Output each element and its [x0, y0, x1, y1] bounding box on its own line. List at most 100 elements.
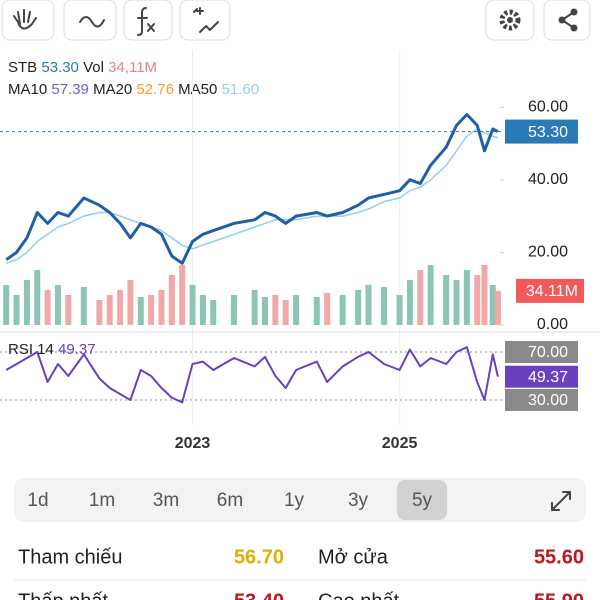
chart: 2023 2025 60.00 40.00 20.00 0.00 53.30 34.11M 70… [0, 50, 600, 452]
tab[interactable]: 1d [27, 490, 48, 511]
volume-bar [417, 270, 424, 325]
volume-bar [168, 275, 175, 325]
rsi-legend: RSI 14 49.37 [8, 341, 96, 358]
volume-bar [272, 295, 279, 325]
legend-line: STB 53.30 Vol 34,11M [8, 59, 157, 76]
price: 53.30 [41, 59, 79, 76]
rsi-tick-box [505, 388, 578, 411]
ma-name: MA50 [178, 81, 217, 98]
stats-table: Tham chiếu 56.70 Mở cửa 55.60 Thấp nhất 53.40… [14, 546, 586, 600]
rsi-tick-box [505, 340, 578, 363]
stat-value: 53.40 [234, 590, 284, 600]
last-price-box [505, 119, 578, 144]
y-tick-label: 20.00 [528, 244, 568, 261]
stat-value: 55.90 [534, 590, 584, 600]
stat-label: Tham chiếu [18, 546, 123, 568]
gear-icon [499, 9, 521, 31]
hand-icon [13, 9, 37, 30]
volume-bar [365, 285, 372, 325]
symbol: STB [8, 59, 37, 76]
fx-icon [137, 7, 155, 36]
volume-bar [381, 287, 388, 325]
last-volume-label: 34.11M [526, 283, 578, 300]
volume-bar [54, 285, 61, 325]
rsi-last-box [505, 365, 578, 388]
gear-center [507, 17, 513, 23]
volume-bar [355, 290, 362, 325]
stat-value: 55.60 [534, 546, 584, 568]
volume-bar [494, 290, 501, 325]
volume-bar [453, 280, 460, 325]
last-price-label: 53.30 [528, 124, 568, 141]
rsi-line [5, 346, 499, 404]
rsi-name: RSI 14 [8, 341, 54, 358]
volume-bar [443, 275, 450, 325]
y-tick-label: 30.00 [528, 392, 568, 409]
tab[interactable]: 5y [412, 490, 433, 511]
last-volume-box [516, 278, 584, 303]
legend-line: MA10 57.39 MA20 52.76 MA50 51.60 [8, 81, 259, 98]
volume-bar [313, 297, 320, 325]
ma-value: 52.76 [136, 81, 174, 98]
volume-bar [13, 295, 20, 325]
ai-icon [193, 7, 219, 33]
timeframe-tabs: 1d 1m 3m 6m 1y 3y 5y [14, 478, 586, 522]
y-tick-label: 60.00 [528, 98, 568, 115]
volume-bar [189, 285, 196, 325]
tab[interactable]: 3y [348, 490, 369, 511]
vol-label: Vol [83, 59, 104, 76]
volume-bar [339, 295, 346, 325]
volume-bar [481, 265, 488, 325]
y-tick-label: 40.00 [528, 171, 568, 188]
volume-bar [106, 295, 113, 325]
volume-bar [474, 275, 481, 325]
stat-value: 56.70 [234, 546, 284, 568]
x-tick-label: 2023 [175, 435, 211, 452]
y-tick-label: 0.00 [537, 316, 568, 333]
volume-bar [23, 280, 30, 325]
tab[interactable]: 1m [89, 490, 115, 511]
price-line [5, 113, 499, 265]
volume-bar [230, 295, 237, 325]
volume-bar [117, 290, 124, 325]
fx-button[interactable] [123, 0, 173, 41]
volume-bar [406, 280, 413, 325]
legend: STB 53.30 Vol 34,11M MA10 57.39 MA20 52.… [8, 59, 259, 98]
ai-button[interactable] [179, 0, 231, 41]
y-tick-label: 70.00 [528, 344, 568, 361]
volume-bar [44, 290, 51, 325]
volume-bar [282, 300, 289, 325]
volume-bar [137, 297, 144, 325]
volume-bar [251, 290, 258, 325]
tab[interactable]: 3m [153, 490, 179, 511]
volume-bar [210, 300, 217, 325]
volume-bar [3, 285, 10, 325]
volume-bar [293, 295, 300, 325]
price-line [5, 128, 499, 265]
tab-selected [397, 480, 447, 520]
volume-bar [324, 293, 331, 325]
volume-bar [463, 270, 470, 325]
stat-label: Cao nhất [318, 590, 400, 600]
share-button[interactable] [543, 0, 591, 41]
volume-bar [199, 295, 206, 325]
volume-bar [34, 270, 41, 325]
stat-label: Thấp nhất [18, 590, 109, 600]
volume-bar [148, 295, 155, 325]
volume-bar [262, 297, 269, 325]
vol: 34,11M [108, 59, 157, 76]
rsi-last-label: 49.37 [528, 369, 568, 386]
volume-bar [489, 285, 496, 325]
volume-bar [179, 265, 186, 325]
ma-value: 57.39 [51, 81, 89, 98]
ma-name: MA20 [93, 81, 132, 98]
line-icon [79, 16, 105, 28]
fullscreen-icon[interactable] [551, 491, 571, 511]
rsi-value: 49.37 [58, 341, 96, 358]
ma-value: 51.60 [222, 81, 260, 98]
tab[interactable]: 1y [284, 490, 305, 511]
tab[interactable]: 6m [217, 490, 243, 511]
toolbar [1, 0, 591, 41]
volume-bar [65, 295, 72, 325]
